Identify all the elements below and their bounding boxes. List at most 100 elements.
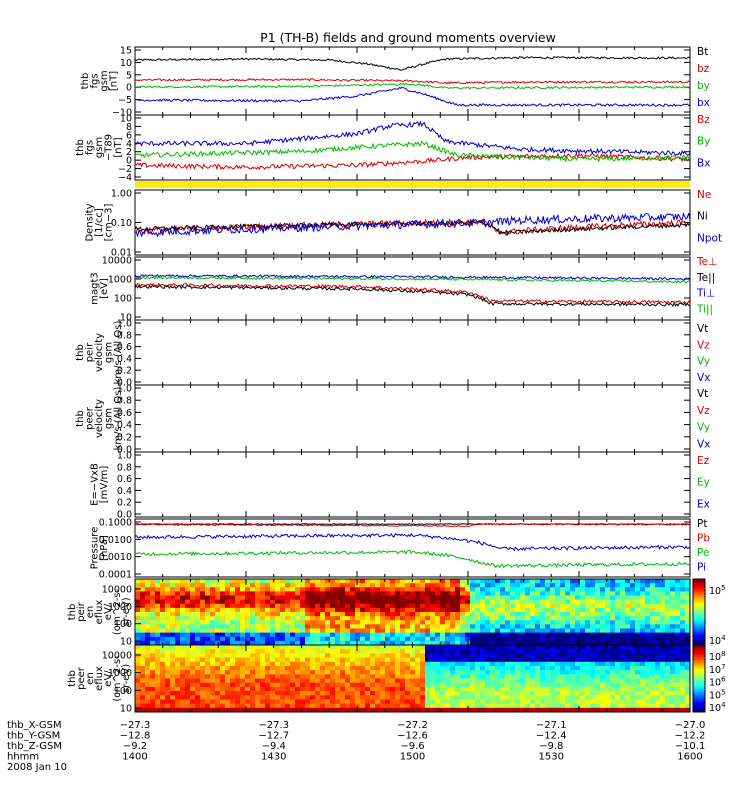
spectrogram-cell xyxy=(250,616,256,621)
spectrogram-cell xyxy=(310,665,316,671)
spectrogram-cell xyxy=(285,624,291,629)
spectrogram-cell xyxy=(325,632,331,638)
spectrogram-cell xyxy=(655,670,661,675)
spectrogram-cell xyxy=(625,682,631,688)
y-tick-label: 10000 xyxy=(102,651,132,662)
spectrogram-cell xyxy=(245,645,251,650)
spectrogram-cell xyxy=(435,640,441,646)
spectrogram-cell xyxy=(355,703,361,709)
spectrogram-cell xyxy=(465,649,471,654)
spectrogram-cell xyxy=(300,661,306,667)
spectrogram-cell xyxy=(150,599,156,605)
spectrogram-cell xyxy=(630,645,636,650)
spectrogram-cell xyxy=(555,707,561,713)
spectrogram-cell xyxy=(205,628,211,634)
spectrogram-cell xyxy=(165,628,171,634)
spectrogram-cell xyxy=(270,695,276,700)
spectrogram-cell xyxy=(265,587,271,592)
spectrogram-cell xyxy=(200,661,206,667)
spectrogram-cell xyxy=(400,579,406,584)
spectrogram-cell xyxy=(565,628,571,634)
spectrogram-cell xyxy=(655,678,661,684)
spectrogram-cell xyxy=(640,624,646,629)
spectrogram-cell xyxy=(245,616,251,621)
spectrogram-cell xyxy=(545,624,551,629)
spectrogram-cell xyxy=(490,632,496,638)
spectrogram-cell xyxy=(195,583,201,588)
spectrogram-cell xyxy=(665,678,671,684)
spectrogram-cell xyxy=(365,591,371,596)
spectrogram-cell xyxy=(340,649,346,654)
spectrogram-cell xyxy=(385,640,391,646)
colorbar-cell xyxy=(693,585,705,588)
spectrogram-cell xyxy=(380,603,386,609)
spectrogram-cell xyxy=(570,616,576,621)
spectrogram-cell xyxy=(390,624,396,629)
spectrogram-cell xyxy=(305,703,311,709)
spectrogram-cell xyxy=(165,682,171,688)
y-tick-label: 8 xyxy=(126,122,132,133)
spectrogram-cell xyxy=(350,583,356,588)
legend-Pb: Pb xyxy=(697,533,710,545)
spectrogram-cell xyxy=(465,607,471,613)
spectrogram-cell xyxy=(255,628,261,634)
spectrogram-cell xyxy=(225,632,231,638)
spectrogram-cell xyxy=(480,640,486,646)
spectrogram-cell xyxy=(400,678,406,684)
spectrogram-cell xyxy=(200,587,206,592)
footer-value: −27.0 xyxy=(675,720,706,731)
legend-Ni: Ni xyxy=(697,211,708,223)
spectrogram-cell xyxy=(520,603,526,609)
spectrogram-cell xyxy=(365,579,371,584)
spectrogram-cell xyxy=(400,603,406,609)
spectrogram-cell xyxy=(610,653,616,658)
spectrogram-cell xyxy=(175,670,181,675)
spectrogram-cell xyxy=(430,678,436,684)
spectrogram-cell xyxy=(455,603,461,609)
spectrogram-cell xyxy=(435,591,441,596)
spectrogram-cell xyxy=(630,607,636,613)
spectrogram-cell xyxy=(605,657,611,663)
spectrogram-cell xyxy=(615,632,621,638)
spectrogram-cell xyxy=(220,579,226,584)
spectrogram-cell xyxy=(625,628,631,634)
spectrogram-cell xyxy=(665,603,671,609)
spectrogram-cell xyxy=(295,632,301,638)
spectrogram-cell xyxy=(400,640,406,646)
spectrogram-cell xyxy=(640,579,646,584)
spectrogram-cell xyxy=(335,620,341,625)
spectrogram-cell xyxy=(150,616,156,621)
spectrogram-cell xyxy=(375,649,381,654)
spectrogram-cell xyxy=(305,612,311,617)
spectrogram-cell xyxy=(255,587,261,592)
spectrogram-cell xyxy=(590,612,596,617)
spectrogram-cell xyxy=(200,674,206,679)
spectrogram-cell xyxy=(460,695,466,700)
spectrogram-cell xyxy=(570,678,576,684)
spectrogram-cell xyxy=(640,640,646,646)
spectrogram-cell xyxy=(280,657,286,663)
spectrogram-cell xyxy=(215,587,221,592)
spectrogram-cell xyxy=(470,678,476,684)
spectrogram-cell xyxy=(465,670,471,675)
spectrogram-cell xyxy=(340,607,346,613)
spectrogram-cell xyxy=(650,703,656,709)
spectrogram-cell xyxy=(575,670,581,675)
spectrogram-cell xyxy=(165,595,171,601)
spectrogram-cell xyxy=(205,620,211,625)
footer-value: 1400 xyxy=(122,752,147,763)
spectrogram-cell xyxy=(470,616,476,621)
spectrogram-cell xyxy=(405,583,411,588)
spectrogram-cell xyxy=(300,583,306,588)
spectrogram-cell xyxy=(665,628,671,634)
spectrogram-cell xyxy=(655,645,661,650)
legend-Te⊥: Te⊥ xyxy=(696,256,717,268)
spectrogram-cell xyxy=(280,579,286,584)
spectrogram-cell xyxy=(330,649,336,654)
spectrogram-cell xyxy=(465,691,471,696)
spectrogram-cell xyxy=(475,636,481,642)
colorbar-label: 105 xyxy=(709,584,726,597)
spectrogram-cell xyxy=(170,682,176,688)
spectrogram-cell xyxy=(535,595,541,601)
